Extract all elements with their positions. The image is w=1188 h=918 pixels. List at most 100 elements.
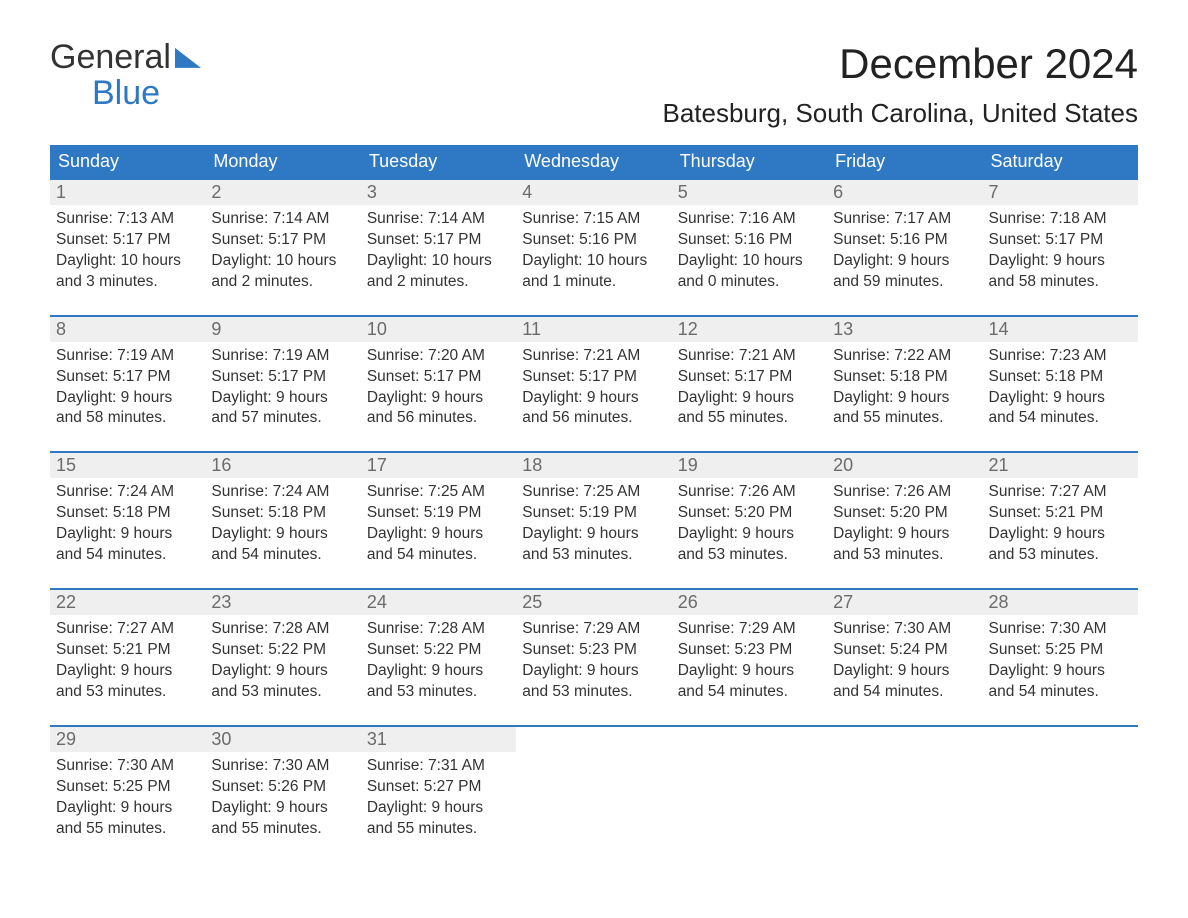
- day-daylight2-text: and 54 minutes.: [989, 682, 1132, 703]
- day-sunset-text: Sunset: 5:19 PM: [522, 503, 665, 524]
- day-sunrise-text: Sunrise: 7:19 AM: [56, 346, 199, 367]
- weekday-header: Saturday: [983, 145, 1138, 179]
- day-sunset-text: Sunset: 5:19 PM: [367, 503, 510, 524]
- day-daylight2-text: and 55 minutes.: [211, 819, 354, 840]
- day-sunset-text: Sunset: 5:20 PM: [833, 503, 976, 524]
- day-daylight1-text: Daylight: 10 hours: [678, 251, 821, 272]
- day-detail-cell: Sunrise: 7:24 AMSunset: 5:18 PMDaylight:…: [205, 478, 360, 589]
- day-sunrise-text: Sunrise: 7:30 AM: [211, 756, 354, 777]
- day-daylight1-text: Daylight: 9 hours: [833, 661, 976, 682]
- day-number-cell: 8: [50, 316, 205, 342]
- day-number-cell: 10: [361, 316, 516, 342]
- title-block: December 2024 Batesburg, South Carolina,…: [662, 40, 1138, 139]
- day-number-cell: 13: [827, 316, 982, 342]
- day-daylight2-text: and 2 minutes.: [367, 272, 510, 293]
- day-detail-cell: Sunrise: 7:30 AMSunset: 5:25 PMDaylight:…: [50, 752, 205, 862]
- weekday-header: Wednesday: [516, 145, 671, 179]
- day-number-cell: 26: [672, 589, 827, 615]
- day-number-cell: [983, 726, 1138, 752]
- day-number-row: 293031: [50, 726, 1138, 752]
- day-number-cell: 6: [827, 179, 982, 205]
- weekday-header: Monday: [205, 145, 360, 179]
- day-daylight1-text: Daylight: 9 hours: [56, 388, 199, 409]
- day-sunrise-text: Sunrise: 7:20 AM: [367, 346, 510, 367]
- day-number-cell: 29: [50, 726, 205, 752]
- day-sunrise-text: Sunrise: 7:13 AM: [56, 209, 199, 230]
- header: General Blue December 2024 Batesburg, So…: [50, 40, 1138, 139]
- day-number-cell: 23: [205, 589, 360, 615]
- day-number-row: 891011121314: [50, 316, 1138, 342]
- day-detail-cell: Sunrise: 7:21 AMSunset: 5:17 PMDaylight:…: [516, 342, 671, 453]
- day-detail-cell: Sunrise: 7:22 AMSunset: 5:18 PMDaylight:…: [827, 342, 982, 453]
- day-daylight2-text: and 53 minutes.: [56, 682, 199, 703]
- day-number-cell: 22: [50, 589, 205, 615]
- day-sunrise-text: Sunrise: 7:22 AM: [833, 346, 976, 367]
- day-number-cell: 3: [361, 179, 516, 205]
- day-detail-cell: Sunrise: 7:14 AMSunset: 5:17 PMDaylight:…: [361, 205, 516, 316]
- day-sunset-text: Sunset: 5:22 PM: [211, 640, 354, 661]
- day-sunrise-text: Sunrise: 7:23 AM: [989, 346, 1132, 367]
- day-detail-row: Sunrise: 7:27 AMSunset: 5:21 PMDaylight:…: [50, 615, 1138, 726]
- day-daylight2-text: and 54 minutes.: [678, 682, 821, 703]
- day-detail-row: Sunrise: 7:24 AMSunset: 5:18 PMDaylight:…: [50, 478, 1138, 589]
- day-sunrise-text: Sunrise: 7:28 AM: [211, 619, 354, 640]
- day-detail-cell: Sunrise: 7:25 AMSunset: 5:19 PMDaylight:…: [516, 478, 671, 589]
- day-number-cell: 2: [205, 179, 360, 205]
- day-sunset-text: Sunset: 5:17 PM: [56, 367, 199, 388]
- day-number-row: 22232425262728: [50, 589, 1138, 615]
- day-daylight2-text: and 58 minutes.: [56, 408, 199, 429]
- weekday-header: Tuesday: [361, 145, 516, 179]
- day-number-cell: [827, 726, 982, 752]
- day-daylight2-text: and 59 minutes.: [833, 272, 976, 293]
- day-number-cell: 30: [205, 726, 360, 752]
- day-number-row: 15161718192021: [50, 452, 1138, 478]
- day-detail-cell: [672, 752, 827, 862]
- day-daylight2-text: and 54 minutes.: [989, 408, 1132, 429]
- day-daylight2-text: and 53 minutes.: [522, 545, 665, 566]
- day-sunrise-text: Sunrise: 7:30 AM: [989, 619, 1132, 640]
- day-sunset-text: Sunset: 5:17 PM: [522, 367, 665, 388]
- day-sunset-text: Sunset: 5:17 PM: [678, 367, 821, 388]
- weekday-header: Thursday: [672, 145, 827, 179]
- day-sunrise-text: Sunrise: 7:14 AM: [211, 209, 354, 230]
- day-number-cell: 18: [516, 452, 671, 478]
- day-daylight1-text: Daylight: 9 hours: [211, 524, 354, 545]
- day-sunrise-text: Sunrise: 7:25 AM: [522, 482, 665, 503]
- day-sunrise-text: Sunrise: 7:26 AM: [833, 482, 976, 503]
- day-daylight2-text: and 1 minute.: [522, 272, 665, 293]
- day-daylight2-text: and 58 minutes.: [989, 272, 1132, 293]
- day-daylight1-text: Daylight: 9 hours: [833, 388, 976, 409]
- day-daylight2-text: and 55 minutes.: [56, 819, 199, 840]
- day-daylight1-text: Daylight: 9 hours: [522, 661, 665, 682]
- day-detail-cell: Sunrise: 7:30 AMSunset: 5:26 PMDaylight:…: [205, 752, 360, 862]
- day-daylight1-text: Daylight: 9 hours: [678, 388, 821, 409]
- day-daylight2-text: and 55 minutes.: [833, 408, 976, 429]
- day-number-cell: 17: [361, 452, 516, 478]
- day-sunset-text: Sunset: 5:26 PM: [211, 777, 354, 798]
- day-detail-cell: Sunrise: 7:19 AMSunset: 5:17 PMDaylight:…: [50, 342, 205, 453]
- day-daylight1-text: Daylight: 9 hours: [56, 798, 199, 819]
- day-number-cell: 19: [672, 452, 827, 478]
- day-sunset-text: Sunset: 5:16 PM: [678, 230, 821, 251]
- day-daylight1-text: Daylight: 9 hours: [211, 388, 354, 409]
- calendar-table: Sunday Monday Tuesday Wednesday Thursday…: [50, 145, 1138, 861]
- day-sunrise-text: Sunrise: 7:16 AM: [678, 209, 821, 230]
- day-sunrise-text: Sunrise: 7:21 AM: [678, 346, 821, 367]
- day-detail-cell: Sunrise: 7:14 AMSunset: 5:17 PMDaylight:…: [205, 205, 360, 316]
- day-number-cell: 25: [516, 589, 671, 615]
- day-daylight1-text: Daylight: 9 hours: [989, 388, 1132, 409]
- day-number-cell: 11: [516, 316, 671, 342]
- day-sunrise-text: Sunrise: 7:24 AM: [211, 482, 354, 503]
- day-detail-cell: Sunrise: 7:28 AMSunset: 5:22 PMDaylight:…: [361, 615, 516, 726]
- day-daylight1-text: Daylight: 9 hours: [989, 524, 1132, 545]
- day-detail-cell: Sunrise: 7:19 AMSunset: 5:17 PMDaylight:…: [205, 342, 360, 453]
- day-daylight2-text: and 54 minutes.: [56, 545, 199, 566]
- day-daylight2-text: and 53 minutes.: [833, 545, 976, 566]
- day-number-cell: [672, 726, 827, 752]
- day-detail-cell: Sunrise: 7:20 AMSunset: 5:17 PMDaylight:…: [361, 342, 516, 453]
- logo-text-line2: Blue: [92, 76, 201, 112]
- day-sunset-text: Sunset: 5:21 PM: [989, 503, 1132, 524]
- weekday-header: Friday: [827, 145, 982, 179]
- day-detail-cell: [983, 752, 1138, 862]
- day-daylight1-text: Daylight: 9 hours: [522, 524, 665, 545]
